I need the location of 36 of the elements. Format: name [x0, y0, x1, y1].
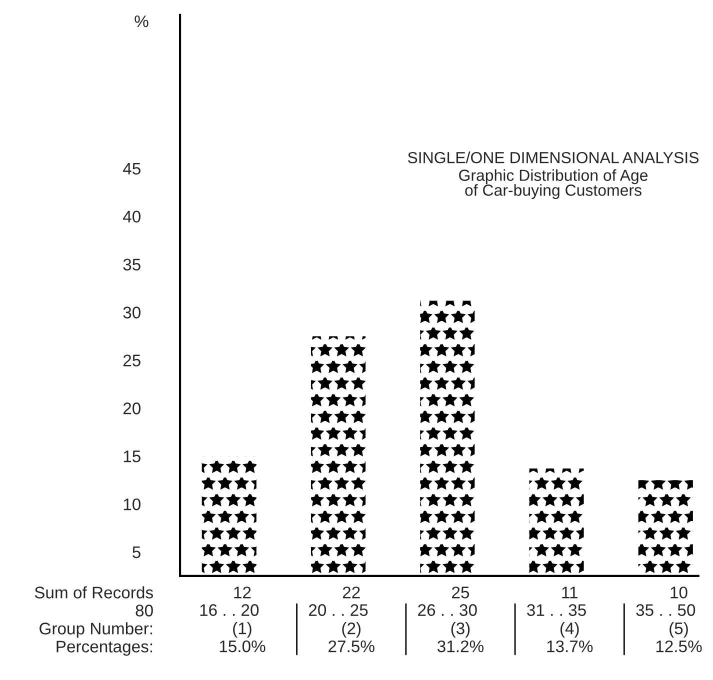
data-label: 12.5% — [656, 640, 702, 652]
text: Sum of Records — [34, 586, 153, 598]
text: (5) — [670, 622, 688, 638]
data-label: 15.0% — [220, 640, 266, 652]
text: (2) — [342, 622, 361, 638]
text: 25 — [452, 586, 470, 598]
y-tick-label: 40 — [122, 210, 140, 223]
text: SINGLE/ONE DIMENSIONAL ANALYSIS — [408, 152, 699, 164]
text: 22 — [342, 586, 360, 598]
x-tick-label: 16 . . 20 — [200, 604, 259, 616]
y-tick-label: 15 — [124, 450, 140, 462]
y-tick-label: 25 — [123, 354, 140, 366]
x-tick-label: 20 . . 25 — [308, 604, 368, 616]
text: 11 — [562, 586, 578, 598]
text: Group Number: — [40, 622, 152, 638]
text: (1) — [233, 622, 252, 638]
data-label: 27.5% — [328, 640, 374, 652]
data-label: 31.2% — [437, 640, 484, 652]
y-axis-title: % — [134, 15, 148, 28]
y-tick-label: 10 — [124, 498, 140, 510]
data-label: 13.7% — [547, 640, 593, 652]
text: 10 — [670, 586, 688, 598]
text: Graphic Distribution of Age of Car-buying Customers — [459, 169, 648, 200]
y-tick-label: 45 — [122, 162, 140, 175]
text: 12 — [234, 586, 251, 598]
y-tick-label: 5 — [132, 546, 140, 558]
text: (4) — [560, 622, 579, 638]
x-tick-label: 35 . . 50 — [636, 604, 696, 616]
text: Percentages: — [56, 640, 152, 656]
text: 80 — [136, 604, 153, 616]
y-tick-label: 30 — [123, 306, 140, 318]
x-tick-label: 26 . . 30 — [418, 604, 477, 616]
text: (3) — [451, 622, 470, 638]
y-tick-label: 20 — [123, 402, 140, 414]
x-tick-label: 31 . . 35 — [527, 604, 586, 616]
y-tick-label: 35 — [123, 258, 140, 270]
